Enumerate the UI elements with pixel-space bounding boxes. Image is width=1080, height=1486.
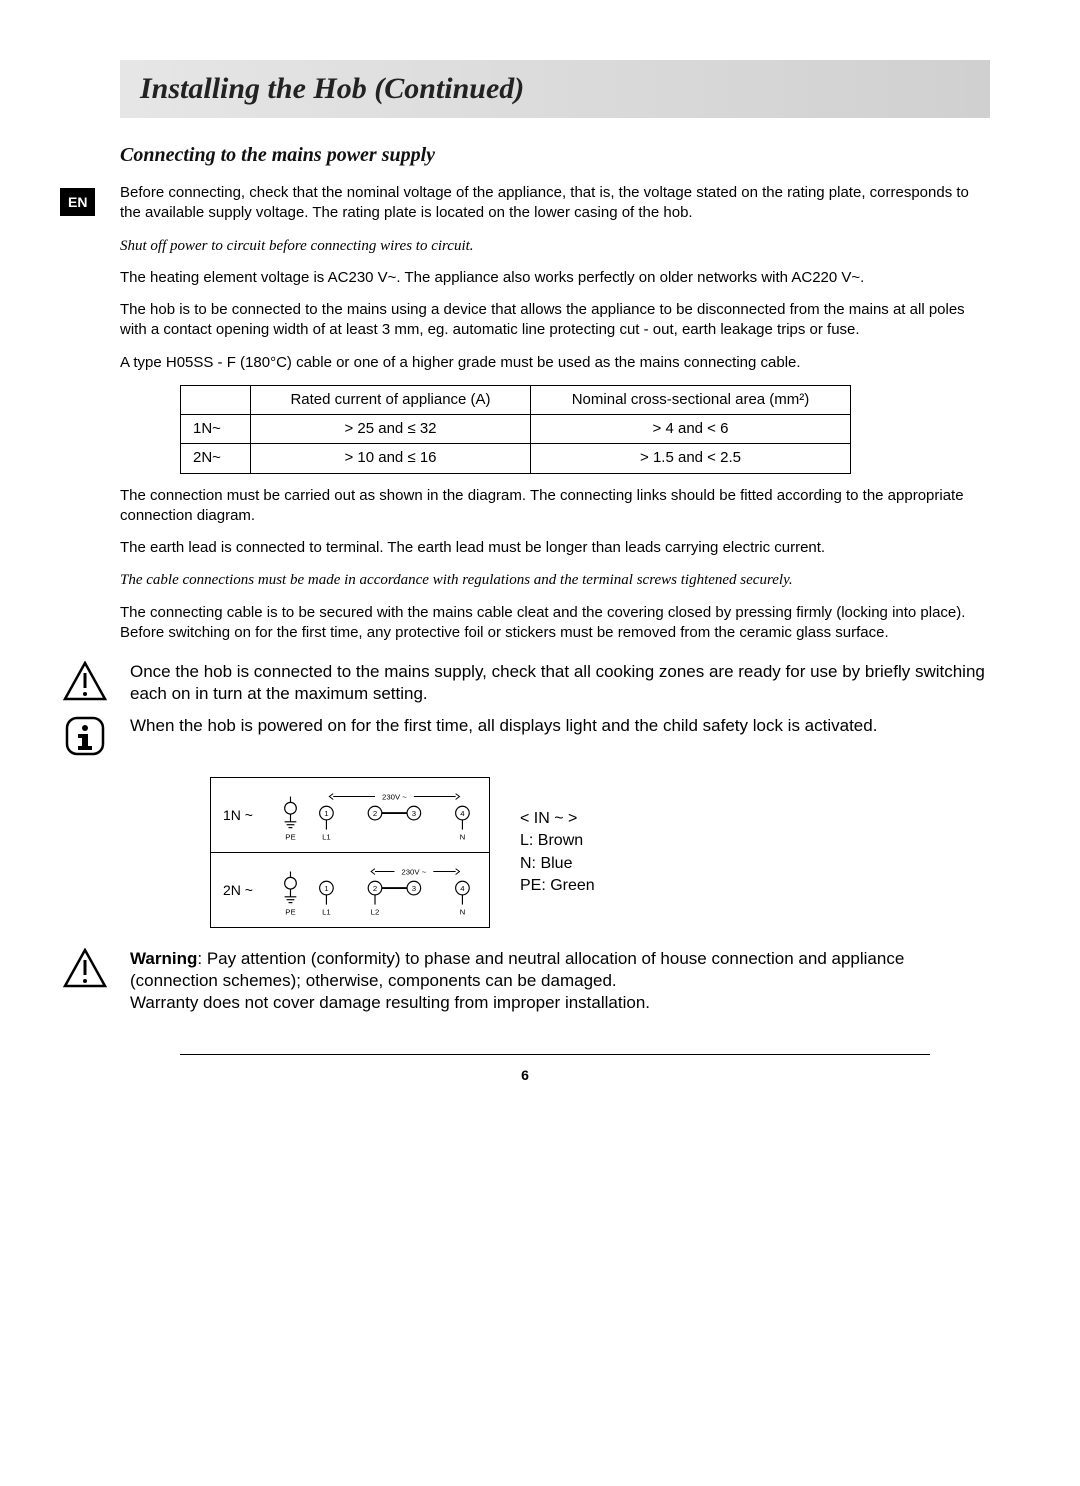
table-cell: 1N~ — [181, 415, 251, 444]
table-header-row: Rated current of appliance (A) Nominal c… — [181, 385, 851, 414]
content-area: Connecting to the mains power supply Bef… — [120, 142, 990, 1014]
svg-text:3: 3 — [412, 809, 416, 818]
svg-text:4: 4 — [460, 809, 465, 818]
warning-bold: Warning — [130, 949, 197, 968]
paragraph: A type H05SS - F (180°C) cable or one of… — [120, 353, 990, 373]
note-text: Once the hob is connected to the mains s… — [130, 661, 990, 705]
warning-note-row: Once the hob is connected to the mains s… — [60, 661, 990, 705]
table-header: Nominal cross-sectional area (mm²) — [531, 385, 851, 414]
wiring-diagram-box: 1N ~ PE 1 L1 2 3 4 N — [210, 777, 490, 928]
svg-text:L2: L2 — [371, 907, 380, 916]
svg-text:230V ~: 230V ~ — [382, 793, 407, 802]
wiring-row-1n: 1N ~ PE 1 L1 2 3 4 N — [211, 778, 489, 852]
table-header — [181, 385, 251, 414]
table-cell: > 10 and ≤ 16 — [251, 444, 531, 473]
wiring-label: 1N ~ — [223, 806, 273, 825]
warning-icon — [60, 948, 110, 988]
svg-text:3: 3 — [412, 884, 416, 893]
paragraph: The earth lead is connected to terminal.… — [120, 538, 990, 558]
svg-text:230V ~: 230V ~ — [401, 868, 426, 877]
footer-rule — [180, 1054, 930, 1055]
table-cell: > 25 and ≤ 32 — [251, 415, 531, 444]
italic-note: The cable connections must be made in ac… — [120, 570, 990, 590]
wiring-row-2n: 2N ~ PE 1 L1 2 L2 3 4 N — [211, 852, 489, 927]
warning-icon — [60, 661, 110, 701]
legend-line: PE: Green — [520, 875, 595, 897]
svg-text:4: 4 — [460, 884, 465, 893]
svg-text:1: 1 — [324, 884, 328, 893]
warning-body: : Pay attention (conformity) to phase an… — [130, 949, 904, 990]
title-banner: Installing the Hob (Continued) — [120, 60, 990, 118]
table-row: 2N~ > 10 and ≤ 16 > 1.5 and < 2.5 — [181, 444, 851, 473]
legend-line: N: Blue — [520, 853, 595, 875]
wiring-diagram-area: 1N ~ PE 1 L1 2 3 4 N — [210, 777, 990, 928]
legend-line: L: Brown — [520, 830, 595, 852]
page-title: Installing the Hob (Continued) — [140, 72, 970, 106]
wiring-label: 2N ~ — [223, 881, 273, 900]
warning-text: Warning: Pay attention (conformity) to p… — [130, 948, 990, 1014]
table-cell: > 1.5 and < 2.5 — [531, 444, 851, 473]
paragraph: Before connecting, check that the nomina… — [120, 183, 990, 224]
language-badge: EN — [60, 188, 95, 216]
paragraph: The connecting cable is to be secured wi… — [120, 603, 990, 644]
warning-body2: Warranty does not cover damage resulting… — [130, 993, 650, 1012]
table-cell: > 4 and < 6 — [531, 415, 851, 444]
info-icon — [60, 715, 110, 757]
table-header: Rated current of appliance (A) — [251, 385, 531, 414]
svg-text:2: 2 — [373, 884, 377, 893]
svg-text:PE: PE — [285, 832, 295, 841]
svg-text:L1: L1 — [322, 907, 331, 916]
svg-text:1: 1 — [324, 809, 328, 818]
cable-table: Rated current of appliance (A) Nominal c… — [180, 385, 851, 474]
paragraph: The hob is to be connected to the mains … — [120, 300, 990, 341]
svg-text:N: N — [460, 832, 466, 841]
wiring-legend: < IN ~ > L: Brown N: Blue PE: Green — [520, 808, 595, 898]
svg-text:N: N — [460, 907, 466, 916]
wiring-svg: PE 1 L1 2 3 4 N 230V ~ — [273, 788, 477, 842]
svg-text:PE: PE — [285, 907, 295, 916]
legend-line: < IN ~ > — [520, 808, 595, 830]
table-row: 1N~ > 25 and ≤ 32 > 4 and < 6 — [181, 415, 851, 444]
wiring-svg: PE 1 L1 2 L2 3 4 N 230V ~ — [273, 863, 477, 917]
warning-note-row: Warning: Pay attention (conformity) to p… — [60, 948, 990, 1014]
svg-text:L1: L1 — [322, 832, 331, 841]
table-cell: 2N~ — [181, 444, 251, 473]
italic-note: Shut off power to circuit before connect… — [120, 236, 990, 256]
paragraph: The heating element voltage is AC230 V~.… — [120, 268, 990, 288]
info-note-row: When the hob is powered on for the first… — [60, 715, 990, 757]
page-number: 6 — [60, 1067, 990, 1083]
note-text: When the hob is powered on for the first… — [130, 715, 877, 737]
svg-text:2: 2 — [373, 809, 377, 818]
section-subtitle: Connecting to the mains power supply — [120, 142, 990, 169]
paragraph: The connection must be carried out as sh… — [120, 486, 990, 527]
